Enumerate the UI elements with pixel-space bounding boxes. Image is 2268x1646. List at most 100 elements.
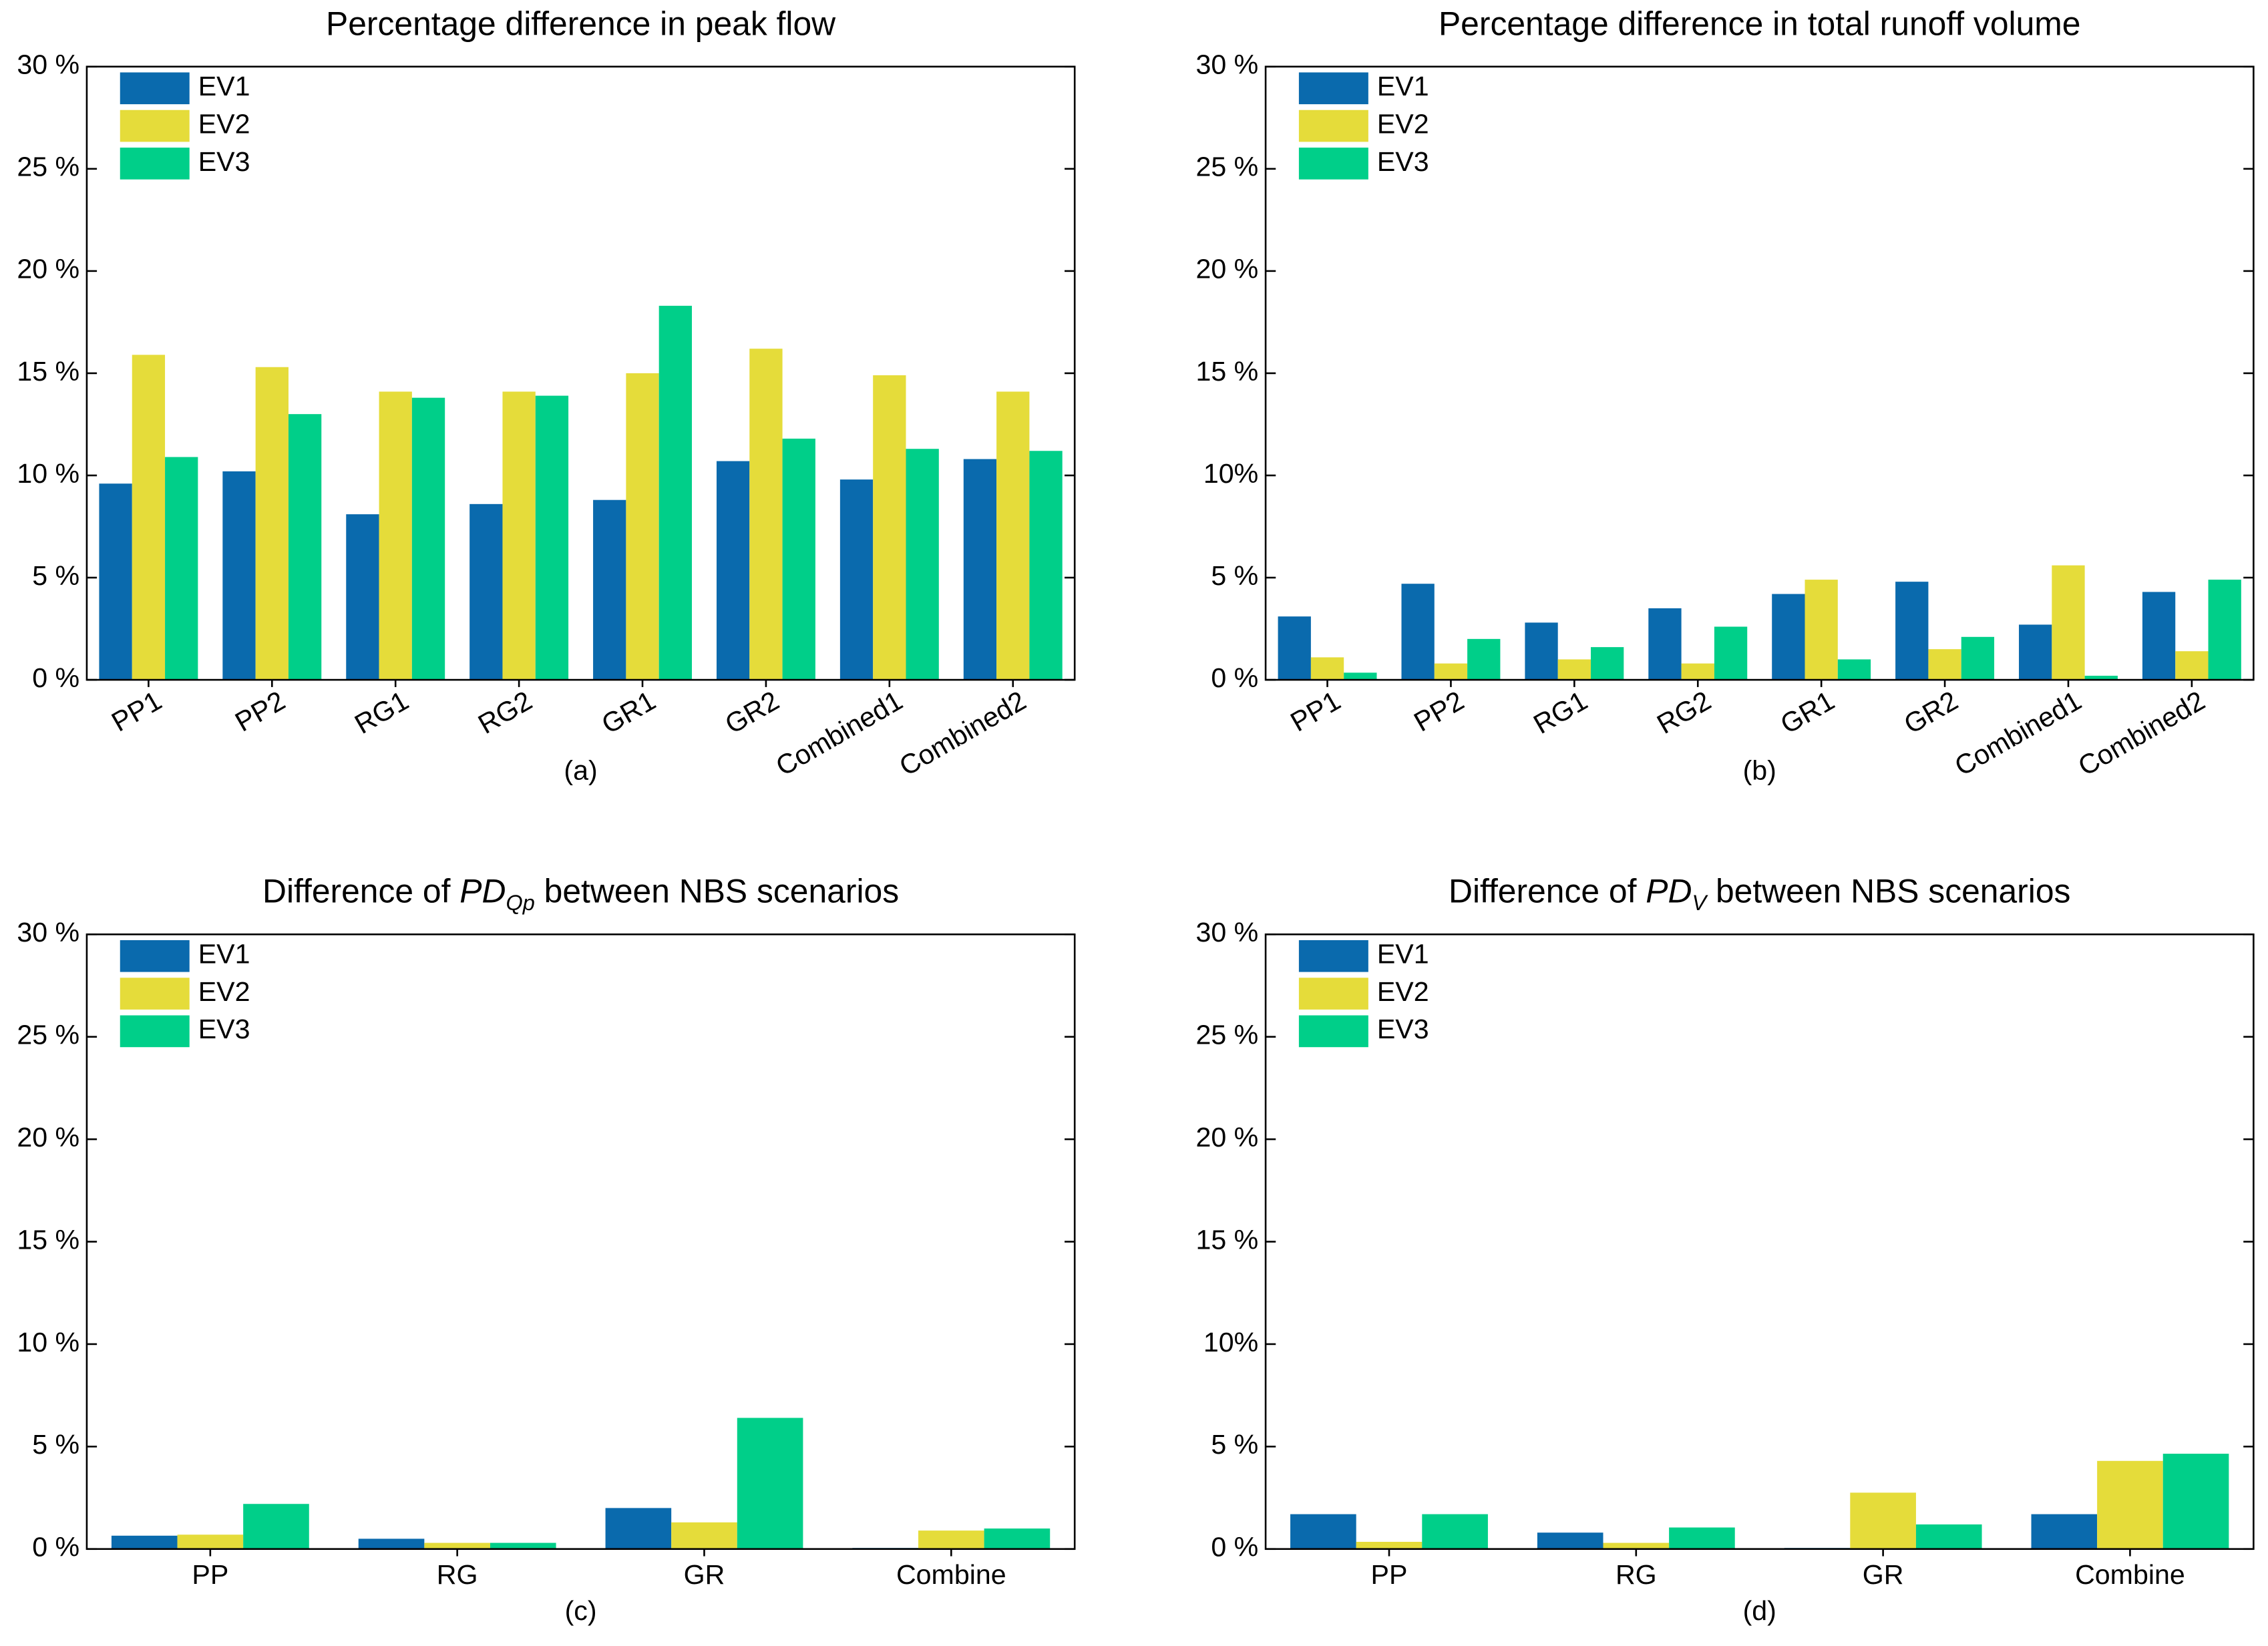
bar xyxy=(1525,622,1558,680)
bar xyxy=(490,1542,556,1549)
bar xyxy=(716,461,750,680)
bar xyxy=(1961,636,1995,680)
bar xyxy=(2097,1460,2163,1549)
bar xyxy=(346,514,379,680)
y-tick-label: 30 % xyxy=(1195,917,1258,948)
bar xyxy=(671,1522,737,1549)
y-tick-label: 0 % xyxy=(1211,662,1258,693)
legend-label: EV2 xyxy=(198,976,250,1007)
bar xyxy=(502,391,536,680)
bar xyxy=(996,391,1030,680)
bar xyxy=(1434,663,1468,680)
bar xyxy=(1850,1492,1916,1549)
x-tick-label: Combined2 xyxy=(2073,685,2210,782)
legend-label: EV2 xyxy=(1377,976,1429,1007)
y-tick-label: 30 % xyxy=(17,917,79,948)
bar xyxy=(1895,582,1929,680)
x-tick-label: RG2 xyxy=(1652,685,1716,740)
chart-title: Difference of PDV between NBS scenarios xyxy=(1449,873,2070,915)
bar xyxy=(873,375,906,680)
x-tick-label: GR xyxy=(1863,1559,1904,1590)
x-axis-label: (b) xyxy=(1743,755,1776,786)
bar xyxy=(658,305,692,680)
bar xyxy=(1714,626,1748,680)
legend-label: EV3 xyxy=(198,1014,250,1044)
bar xyxy=(782,438,815,680)
bar xyxy=(2142,592,2176,680)
legend-label: EV2 xyxy=(1377,108,1429,139)
bar xyxy=(1344,672,1377,680)
x-axis-label: (a) xyxy=(564,755,597,786)
y-tick-label: 25 % xyxy=(17,1020,79,1050)
title-part: between NBS scenarios xyxy=(1706,873,2070,910)
title-part: PD xyxy=(1646,873,1692,910)
bar xyxy=(605,1508,672,1549)
legend-swatch xyxy=(120,110,190,142)
chart-title: Difference of PDQp between NBS scenarios xyxy=(262,873,899,915)
x-tick-label: RG1 xyxy=(349,685,413,740)
x-tick-label: GR2 xyxy=(720,685,784,740)
y-tick-label: 15 % xyxy=(17,356,79,387)
y-tick-label: 5 % xyxy=(1211,1429,1258,1460)
bar xyxy=(358,1538,425,1549)
bar xyxy=(1278,616,1311,680)
x-tick-label: GR1 xyxy=(1775,685,1839,740)
bar xyxy=(1805,580,1838,680)
bar xyxy=(626,373,659,680)
x-axis-label: (d) xyxy=(1743,1595,1776,1626)
x-tick-label: Combined1 xyxy=(771,685,908,782)
legend-label: EV3 xyxy=(1377,1014,1429,1044)
bar xyxy=(165,457,198,680)
legend-label: EV1 xyxy=(198,939,250,970)
legend-label: EV2 xyxy=(198,108,250,139)
bar xyxy=(99,483,132,680)
bar xyxy=(1591,647,1624,680)
bar xyxy=(918,1530,984,1549)
y-tick-label: 20 % xyxy=(17,254,79,284)
y-tick-label: 5 % xyxy=(32,560,79,591)
x-tick-label: RG2 xyxy=(473,685,537,740)
y-tick-label: 30 % xyxy=(1195,49,1258,80)
title-part: between NBS scenarios xyxy=(535,873,899,910)
bar xyxy=(222,471,256,680)
legend-swatch xyxy=(120,978,190,1010)
x-tick-label: RG xyxy=(1616,1559,1657,1590)
x-tick-label: PP2 xyxy=(230,685,290,738)
bar xyxy=(1467,638,1501,680)
bar xyxy=(1669,1527,1735,1549)
bar xyxy=(2019,624,2052,680)
title-part: Difference of xyxy=(262,873,459,910)
bar xyxy=(1310,657,1344,680)
y-tick-label: 20 % xyxy=(1195,1122,1258,1153)
bar xyxy=(2162,1454,2229,1549)
y-tick-label: 0 % xyxy=(32,662,79,693)
bar xyxy=(1603,1542,1670,1549)
bar xyxy=(288,414,322,680)
y-tick-label: 15 % xyxy=(17,1224,79,1255)
title-part: PD xyxy=(459,873,506,910)
bar xyxy=(411,397,445,680)
bar xyxy=(749,349,783,680)
bar xyxy=(177,1534,244,1549)
x-tick-label: GR2 xyxy=(1899,685,1963,740)
x-axis-label: (c) xyxy=(565,1595,597,1626)
bar xyxy=(984,1528,1051,1549)
legend-swatch xyxy=(1298,72,1368,105)
x-tick-label: GR xyxy=(684,1559,725,1590)
legend-swatch xyxy=(120,940,190,972)
bar xyxy=(1928,649,1961,680)
bar xyxy=(963,459,997,680)
y-tick-label: 30 % xyxy=(17,49,79,80)
bar xyxy=(593,499,626,680)
legend-label: EV3 xyxy=(198,146,250,177)
x-tick-label: RG1 xyxy=(1528,685,1592,740)
y-tick-label: 25 % xyxy=(17,152,79,182)
x-tick-label: PP1 xyxy=(106,685,166,738)
bar xyxy=(1537,1532,1603,1549)
bar xyxy=(1356,1542,1423,1549)
legend-swatch xyxy=(1298,1015,1368,1048)
bar xyxy=(255,367,289,680)
y-tick-label: 10% xyxy=(1203,1327,1258,1358)
